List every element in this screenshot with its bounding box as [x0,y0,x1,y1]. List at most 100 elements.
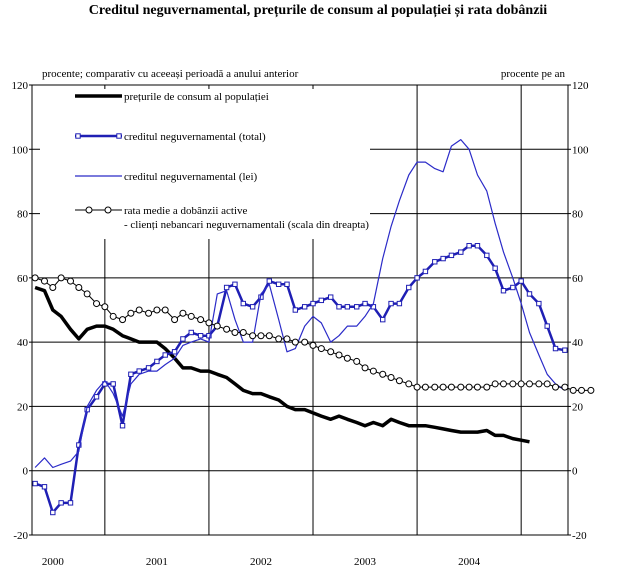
series-3-point-21 [213,322,221,330]
series-3-point-64 [587,386,595,394]
series-1-point-60 [552,345,559,352]
series-3-point-30 [291,338,299,346]
series-1-point-31 [301,304,308,310]
series-3-point-54 [499,380,507,388]
series-3-point-56 [517,380,525,388]
series-3-point-19 [197,316,205,324]
series-3-point-48 [447,383,455,391]
series-1-point-46 [432,259,438,265]
series-3-point-62 [569,386,577,394]
series-1-point-53 [492,265,498,271]
legend-item-2: creditul neguvernamental (lei) [75,171,257,183]
series-1-point-3 [58,500,64,506]
series-3-point-13 [145,309,153,317]
series-3-point-58 [535,380,543,388]
series-1-point-37 [354,304,360,310]
series-1 [32,243,568,516]
series-3-point-7 [93,300,101,308]
series-3-point-2 [49,284,57,291]
y-right-tick-label-4: 60 [572,273,584,285]
series-1-point-33 [318,297,325,304]
y-tick-label-4: 60 [17,273,29,285]
series-1-point-13 [145,365,152,371]
legend-item-3: rata medie a dobânzii active - clienți ne… [75,205,369,231]
series-3-point-60 [552,383,560,391]
series-3-point-45 [421,383,429,391]
series-1-point-9 [110,381,116,387]
series-1-point-5 [76,442,82,448]
legend-item-0: prețurile de consum al populației [75,91,269,103]
series-3-point-5 [75,284,83,291]
legend-background [40,89,370,239]
series-1-point-27 [266,278,272,284]
series-3-point-52 [483,383,491,391]
series-1-point-59 [544,323,550,329]
series-3-point-29 [283,335,291,343]
legend-swatch-marker-1-0 [75,133,81,139]
series-1-point-1 [41,484,48,490]
series-3-point-28 [275,335,283,343]
series-1-point-38 [362,300,368,307]
y-tick-label-7: 120 [12,80,29,92]
series-1-point-28 [275,281,282,287]
series-3-point-4 [67,277,75,285]
y-tick-label-6: 100 [12,144,29,156]
legend-swatch-marker-3-1 [104,206,112,214]
series-3-point-6 [83,290,91,298]
series-1-point-10 [119,423,126,429]
series-1-point-2 [50,509,56,516]
series-3-point-3 [57,274,65,282]
legend-swatch-marker-3-0 [85,206,93,214]
series-1-point-16 [171,349,178,355]
series-3-point-16 [171,316,179,324]
series-3-point-57 [525,380,533,388]
series-3-point-32 [309,341,317,349]
series-3-point-51 [473,383,481,391]
y-tick-label-0: -20 [13,530,28,542]
series-1-point-4 [67,500,74,506]
series-1-point-42 [396,300,403,307]
series-3-point-38 [361,364,369,372]
series-3-point-31 [301,338,309,346]
series-1-point-19 [197,333,204,339]
series-1-point-20 [206,333,212,339]
series-3-point-50 [465,383,473,391]
series-3-point-63 [578,386,586,394]
y-right-tick-label-2: 20 [572,401,584,413]
series-3-point-49 [457,383,465,391]
y-right-tick-label-6: 100 [572,144,589,156]
series-3-point-43 [405,380,413,388]
x-tick-label-2: 2002 [250,556,272,568]
series-1-point-32 [310,300,316,307]
series-1-point-55 [510,284,516,291]
series-2 [34,139,566,469]
y-right-tick-label-0: -20 [572,530,587,542]
legend-label-3-line-1: - clienți nebancari neguvernamentali (sc… [124,219,369,231]
series-3-point-12 [135,306,143,314]
series-1-point-17 [180,336,186,342]
legend-swatch-marker-1-1 [116,133,122,139]
series-3-point-15 [161,306,169,314]
x-tick-label-4: 2004 [458,556,481,568]
series-1-point-34 [328,294,334,300]
left-axis-label: procente; comparativ cu aceeași perioadă… [42,68,299,80]
series-3-point-44 [413,383,421,391]
series-3-point-25 [249,332,257,340]
series-3-point-34 [327,348,335,356]
legend-label-1: creditul neguvernamental (total) [124,131,266,143]
chart-title: Creditul neguvernamental, prețurile de c… [89,3,547,18]
y-tick-label-2: 20 [17,401,29,413]
series-1-point-14 [154,358,160,365]
y-tick-label-3: 40 [17,337,29,349]
series-1-point-7 [93,394,100,400]
plot-frame [31,84,569,536]
series-3-point-17 [179,309,187,317]
series-3-point-40 [379,370,387,378]
series-1-point-48 [448,252,455,259]
series-3-point-27 [265,332,273,340]
series-1-point-18 [188,329,194,336]
series-3-point-39 [369,367,377,375]
x-tick-label-0: 2000 [42,556,65,568]
